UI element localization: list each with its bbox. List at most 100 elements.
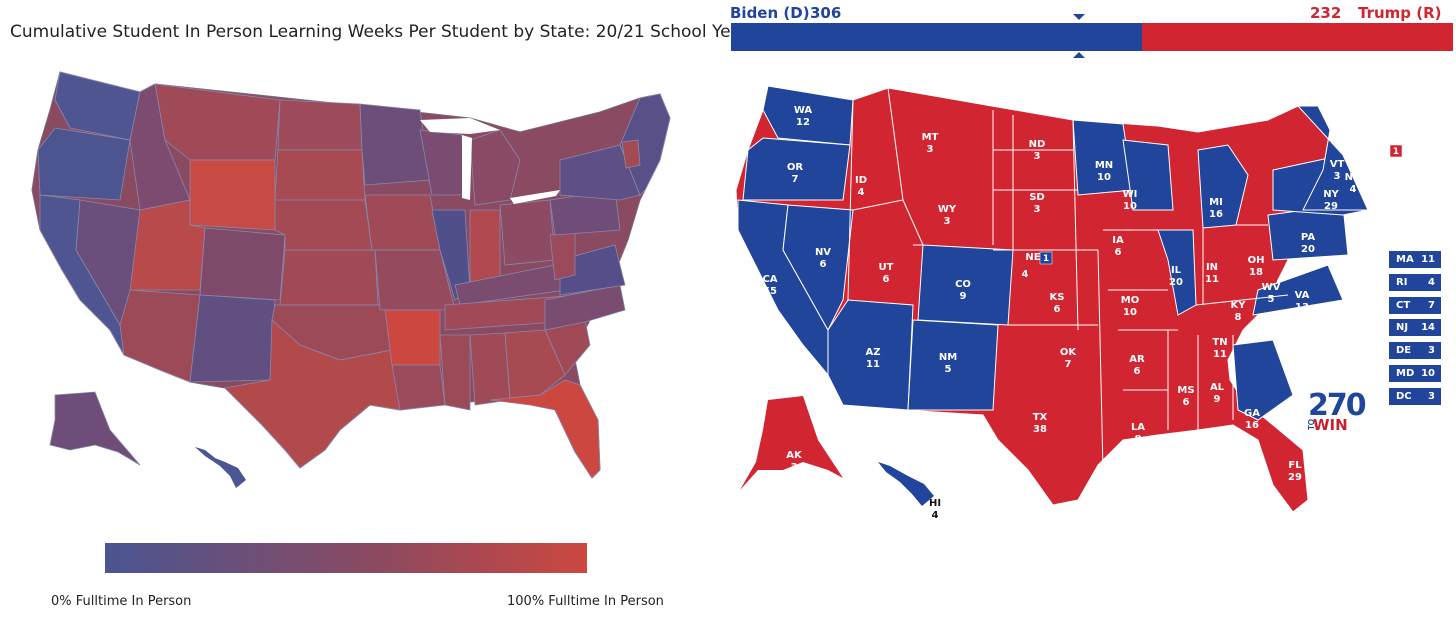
state-ev-nm: 5 — [945, 364, 952, 375]
small-state-nj[interactable]: NJ 14 — [1389, 319, 1441, 336]
small-state-ev: 3 — [1428, 391, 1435, 402]
state-label-pa: PA — [1301, 232, 1315, 243]
state-label-sc: SC — [1291, 359, 1306, 370]
state-ak — [49, 391, 141, 466]
ne-split-box — [1039, 251, 1053, 265]
logo-270-number: 270 — [1308, 388, 1367, 423]
small-state-ct[interactable]: CT 7 — [1389, 297, 1441, 314]
state-ev-oh: 18 — [1249, 267, 1263, 278]
state-ne — [274, 199, 373, 251]
state-label-nv: NV — [815, 247, 831, 258]
state-ks — [279, 249, 379, 306]
state-ev-sc: 9 — [1295, 371, 1302, 382]
state-az — [119, 289, 201, 383]
state-ev-mt: 3 — [927, 144, 934, 155]
learning-choropleth-map — [31, 71, 671, 488]
me-split-label: 1 — [1393, 147, 1399, 157]
small-state-md[interactable]: MD 10 — [1389, 365, 1441, 382]
state-ny — [559, 144, 641, 201]
state-la — [391, 364, 446, 411]
state-label-ga: GA — [1244, 408, 1260, 419]
state-label-al: AL — [1210, 382, 1225, 393]
state-label-ks: KS — [1050, 292, 1065, 303]
state-ev-wy: 3 — [944, 216, 951, 227]
state-ev-ne: 4 — [1022, 269, 1029, 280]
state-ev-ok: 7 — [1065, 359, 1072, 370]
state-vt — [621, 139, 641, 169]
state-label-wy: WY — [938, 204, 957, 215]
state-ev-wv: 5 — [1268, 294, 1275, 305]
state-oh — [499, 199, 556, 266]
small-state-dc[interactable]: DC 3 — [1389, 388, 1441, 405]
state-nd — [277, 99, 363, 151]
state-ev-la: 8 — [1135, 434, 1142, 445]
state-ev-pa: 20 — [1301, 244, 1315, 255]
small-state-abbr: MA — [1396, 254, 1414, 265]
small-state-ri[interactable]: RI 4 — [1389, 274, 1441, 291]
state-or — [37, 127, 131, 201]
trump-label: Trump (R) — [1358, 4, 1442, 22]
state-label-tx: TX — [1033, 412, 1048, 423]
small-state-abbr: DC — [1396, 391, 1412, 402]
state-label-tn: TN — [1212, 337, 1227, 348]
state-ev-ny: 29 — [1324, 201, 1338, 212]
small-state-ev: 4 — [1428, 277, 1435, 288]
state-ia — [364, 194, 441, 251]
state-label-mi: MI — [1209, 197, 1223, 208]
state-label-ak: AK — [786, 450, 803, 461]
state-label-ne: NE — [1025, 252, 1040, 263]
state-ev-tn: 11 — [1213, 349, 1227, 360]
state-label-mt: MT — [922, 132, 939, 143]
map-title: Cumulative Student In Person Learning We… — [10, 22, 748, 42]
state-label-ok: OK — [1060, 347, 1078, 358]
state-al — [469, 332, 511, 406]
state-label-nm: NM — [939, 352, 957, 363]
state-ev-mi: 16 — [1209, 209, 1223, 220]
state-ev-sd: 3 — [1034, 204, 1041, 215]
state-ev-wi: 10 — [1123, 201, 1137, 212]
state-ev-ut: 6 — [883, 274, 890, 285]
electoral-map-panel: Biden (D) 306 232 Trump (R) — [728, 0, 1456, 638]
state-ev-wa: 12 — [796, 117, 810, 128]
state-label-me: ME — [1373, 137, 1390, 148]
state-label-in: IN — [1206, 262, 1218, 273]
state-label-wi: WI — [1123, 189, 1138, 200]
state-label-ca: CA — [762, 274, 777, 285]
small-state-ev: 10 — [1421, 368, 1435, 379]
state-ms — [439, 334, 471, 411]
state-ev-id: 4 — [858, 187, 865, 198]
biden-ev-count: 306 — [810, 4, 842, 22]
state-mn — [359, 103, 431, 186]
state-ev-ms: 6 — [1183, 397, 1190, 408]
state-ga — [504, 329, 566, 399]
small-state-abbr: MD — [1396, 368, 1415, 379]
small-state-abbr: RI — [1396, 277, 1408, 288]
state-sd — [274, 149, 366, 201]
state-ev-fl: 29 — [1288, 472, 1302, 483]
state-ev-ca: 55 — [763, 286, 777, 297]
small-state-ev: 11 — [1421, 254, 1435, 265]
state-ev-va: 13 — [1295, 302, 1309, 313]
state-va — [559, 244, 626, 296]
state-label-az: AZ — [866, 347, 881, 358]
lake-superior — [420, 118, 500, 134]
state-label-il: IL — [1171, 265, 1182, 276]
state-label-nh: NH — [1345, 172, 1362, 183]
state-hi — [195, 447, 246, 488]
small-state-abbr: CT — [1396, 300, 1411, 311]
small-state-abbr: NJ — [1396, 322, 1409, 333]
state-label-hi: HI — [929, 498, 941, 509]
legend-gradient-bar — [105, 543, 587, 573]
state-ev-mo: 10 — [1123, 307, 1137, 318]
small-state-ev: 7 — [1428, 300, 1435, 311]
small-state-de[interactable]: DE 3 — [1389, 342, 1441, 359]
small-state-ma[interactable]: MA 11 — [1389, 251, 1441, 268]
state-label-wv: WV — [1262, 282, 1281, 293]
state-ev-co: 9 — [960, 291, 967, 302]
state-fl — [489, 379, 601, 479]
lake-michigan — [462, 135, 472, 200]
state-ev-al: 9 — [1214, 394, 1221, 405]
state-ev-mn: 10 — [1097, 172, 1111, 183]
state-ev-hi: 4 — [932, 510, 939, 521]
